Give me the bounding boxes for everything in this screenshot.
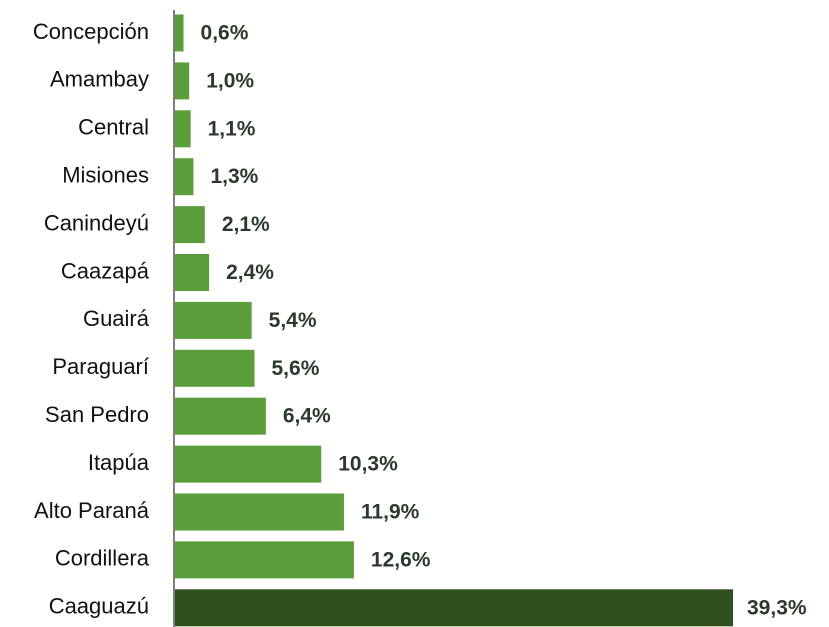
bar-alto-paran- — [175, 493, 344, 531]
value-label: 5,6% — [272, 357, 320, 380]
bar-central — [175, 110, 191, 148]
value-label: 12,6% — [371, 548, 431, 571]
category-label: Concepción — [33, 19, 149, 44]
value-label: 39,3% — [747, 596, 807, 619]
bar-caaguaz- — [175, 589, 733, 627]
category-label: Misiones — [62, 163, 149, 188]
category-label: San Pedro — [45, 402, 149, 427]
value-label: 1,3% — [210, 165, 258, 188]
category-label: Paraguarí — [52, 354, 149, 379]
value-label: 1,1% — [208, 117, 256, 140]
bar-misiones — [175, 158, 194, 196]
bar-paraguar- — [175, 349, 255, 387]
value-label: 2,4% — [226, 261, 274, 284]
value-label: 6,4% — [283, 405, 331, 428]
bar-canindey- — [175, 206, 205, 244]
category-label: Itapúa — [88, 450, 150, 475]
bar-amambay — [175, 62, 190, 100]
bar-caazap- — [175, 254, 210, 291]
value-label: 2,1% — [222, 213, 270, 236]
value-label: 10,3% — [338, 453, 398, 476]
category-label: Guairá — [83, 306, 150, 331]
bar-guair- — [175, 301, 252, 339]
category-labels: Concepción Amambay Central Misiones Canindey… — [33, 19, 150, 619]
bar-itap-a — [175, 445, 322, 483]
value-label: 1,0% — [206, 69, 254, 92]
category-label: Central — [78, 115, 149, 140]
bar-san-pedro — [175, 397, 266, 435]
bar-concepci-n — [175, 14, 184, 52]
value-label: 11,9% — [361, 501, 420, 524]
category-label: Caazapá — [61, 258, 150, 283]
category-label: Amambay — [50, 67, 149, 92]
value-label: 0,6% — [201, 22, 249, 45]
bars-layer — [175, 14, 733, 627]
category-label: Cordillera — [55, 546, 150, 571]
bar-cordillera — [175, 541, 354, 579]
category-label: Caaguazú — [49, 594, 149, 619]
value-labels: 0,6% 1,0% 1,1% 1,3% 2,1% 2,4% 5,4% 5,6% 6,4% 10,3… — [201, 22, 807, 620]
value-label: 5,4% — [269, 309, 317, 332]
category-label: Alto Paraná — [34, 498, 150, 523]
category-label: Canindeyú — [44, 210, 149, 235]
